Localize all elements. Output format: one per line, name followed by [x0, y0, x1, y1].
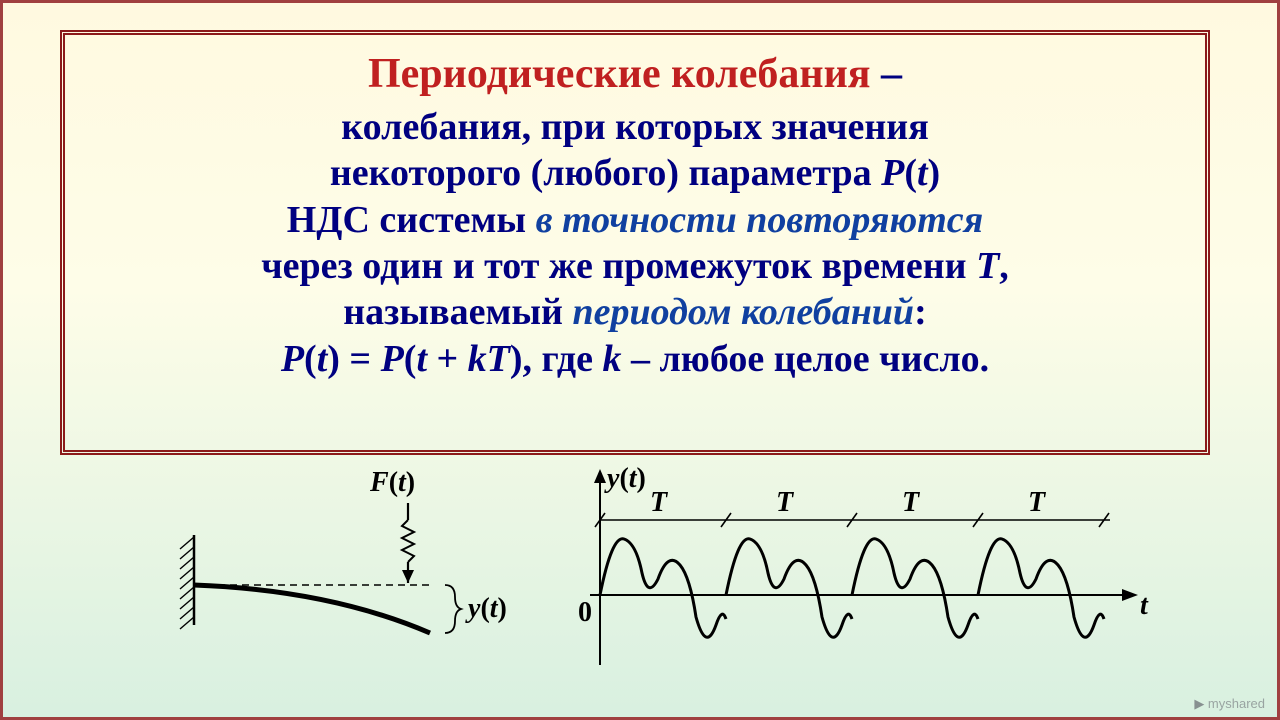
line4: через один и тот же промежуток времени T… — [85, 243, 1185, 289]
lbl-F-t: t — [398, 467, 406, 498]
line3-a: НДС системы — [287, 199, 536, 241]
label-T-2: T — [776, 487, 793, 519]
definition-body: колебания, при которых значения некоторо… — [85, 104, 1185, 382]
title-text: Периодические колебания — [368, 51, 871, 97]
line3: НДС системы в точности повторяются — [85, 197, 1185, 243]
label-F: F(t) — [370, 467, 415, 499]
wall-hatch — [180, 537, 194, 629]
label-zero: 0 — [578, 597, 592, 629]
var-t: t — [917, 152, 928, 194]
label-t-axis: t — [1140, 590, 1148, 622]
line5-b: периодом колебаний — [572, 291, 914, 333]
eq-tail: – любое целое число. — [621, 338, 989, 380]
eq-P2: P — [381, 338, 404, 380]
eq-T2: T — [487, 338, 510, 380]
label-T-1: T — [650, 487, 667, 519]
var-P: P — [881, 152, 904, 194]
waveform — [600, 539, 1104, 638]
line2: некоторого (любого) параметра P(t) — [85, 150, 1185, 196]
lbl-F-i: F — [370, 467, 389, 498]
rp: ) — [928, 152, 941, 194]
panel-title: Периодические колебания – — [85, 45, 1185, 104]
eq-k2: k — [602, 338, 621, 380]
definition-panel: Периодические колебания – колебания, при… — [60, 30, 1210, 455]
line4-a: через один и тот же промежуток времени — [261, 245, 976, 287]
eq-k: k — [468, 338, 487, 380]
eq-P1: P — [281, 338, 304, 380]
line1: колебания, при которых значения — [85, 104, 1185, 150]
label-T-4: T — [1028, 487, 1045, 519]
label-y-graph: y(t) — [607, 463, 646, 495]
title-dash: – — [871, 51, 903, 97]
line5: называемый периодом колебаний: — [85, 289, 1185, 335]
lbl-y1-t: t — [490, 593, 498, 624]
lbl-y1: y — [468, 593, 480, 624]
line2-a: некоторого (любого) параметра — [330, 152, 881, 194]
diagram-area: F(t) y(t) y(t) 0 t T T — [170, 465, 1170, 695]
label-T-3: T — [902, 487, 919, 519]
eq-rp1: ) = — [327, 338, 380, 380]
eq-lp1: ( — [304, 338, 317, 380]
eq-t1: t — [317, 338, 328, 380]
line5-a: называемый — [343, 291, 572, 333]
equation-line: P(t) = P(t + kT), где k – любое целое чи… — [85, 336, 1185, 382]
beam-diagram — [170, 465, 500, 685]
line3-b: в точности повторяются — [536, 199, 984, 241]
watermark-text: myshared — [1208, 696, 1265, 711]
var-T: T — [976, 245, 999, 287]
eq-rp2: ), где — [510, 338, 603, 380]
eq-lp2: ( — [404, 338, 417, 380]
eq-plus: + — [427, 338, 468, 380]
lbl-y2: y — [607, 463, 619, 494]
watermark: ▶ myshared — [1194, 696, 1265, 712]
eq-t2: t — [416, 338, 427, 380]
comma: , — [999, 245, 1009, 287]
colon: : — [914, 291, 927, 333]
lbl-y2-t: t — [629, 463, 637, 494]
label-y-beam: y(t) — [468, 593, 507, 625]
lp: ( — [904, 152, 917, 194]
